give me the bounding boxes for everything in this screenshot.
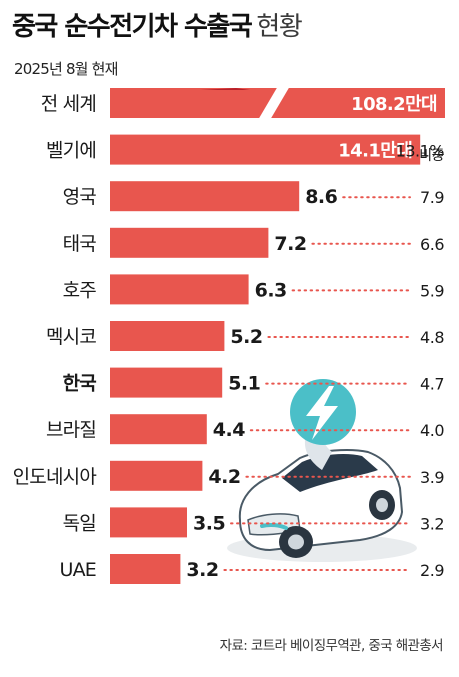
category-label-3: 태국 [63, 233, 97, 255]
bar-2 [110, 181, 300, 212]
bar-3 [110, 227, 269, 258]
value-label-6: 5.1 [228, 373, 260, 395]
share-label-10: 2.9 [420, 561, 444, 580]
bar-9 [110, 507, 187, 538]
category-label-1: 벨기에 [46, 140, 96, 162]
category-label-9: 독일 [63, 512, 96, 534]
value-label-1: 14.1만대 [338, 141, 412, 162]
bar-5 [110, 321, 225, 351]
bar-4 [110, 274, 249, 305]
electric-car-with-lightning-icon [227, 379, 417, 562]
bar-break-accent [200, 88, 250, 90]
category-label-5: 멕시코 [46, 326, 96, 348]
value-label-2: 8.6 [305, 186, 337, 208]
bar-1 [110, 134, 421, 165]
value-label-10: 3.2 [186, 559, 218, 581]
share-label-9: 3.2 [420, 514, 444, 533]
value-label-3: 7.2 [274, 233, 306, 255]
share-label-6: 4.7 [420, 375, 444, 394]
share-label-8: 3.9 [420, 468, 444, 487]
bar-8 [110, 460, 203, 491]
value-label-8: 4.2 [208, 466, 240, 488]
bar-10 [110, 554, 181, 584]
value-label-0: 108.2만대 [351, 94, 437, 115]
category-label-0: 전 세계 [41, 93, 96, 115]
share-label-1: 13.1% [396, 142, 445, 161]
share-label-3: 6.6 [420, 235, 444, 254]
category-label-7: 브라질 [46, 419, 96, 441]
chart-subtitle: 2025년 8월 현재 [14, 60, 118, 78]
category-label-10: UAE [59, 559, 96, 581]
share-header: 비중 [419, 148, 444, 164]
chart-title-sub: 현황 [256, 12, 302, 42]
share-label-2: 7.9 [420, 188, 444, 207]
value-label-4: 6.3 [255, 279, 287, 301]
share-label-7: 4.0 [420, 421, 444, 440]
value-label-7: 4.4 [213, 419, 245, 441]
category-label-6: 한국 [63, 373, 97, 395]
value-label-9: 3.5 [193, 512, 225, 534]
source-note: 자료: 코트라 베이징무역관, 중국 해관총서 [219, 638, 444, 654]
bar-6 [110, 367, 223, 398]
chart-title: 중국 순수전기차 수출국 현황 [12, 6, 303, 43]
value-label-5: 5.2 [230, 326, 262, 348]
axis-break-mark [258, 86, 290, 120]
bar-7 [110, 414, 207, 445]
share-label-4: 5.9 [420, 281, 444, 300]
category-label-2: 영국 [63, 186, 97, 208]
category-label-4: 호주 [63, 279, 97, 301]
category-label-8: 인도네시아 [13, 466, 97, 488]
share-label-5: 4.8 [420, 328, 444, 347]
chart-title-main: 중국 순수전기차 수출국 [12, 12, 253, 42]
